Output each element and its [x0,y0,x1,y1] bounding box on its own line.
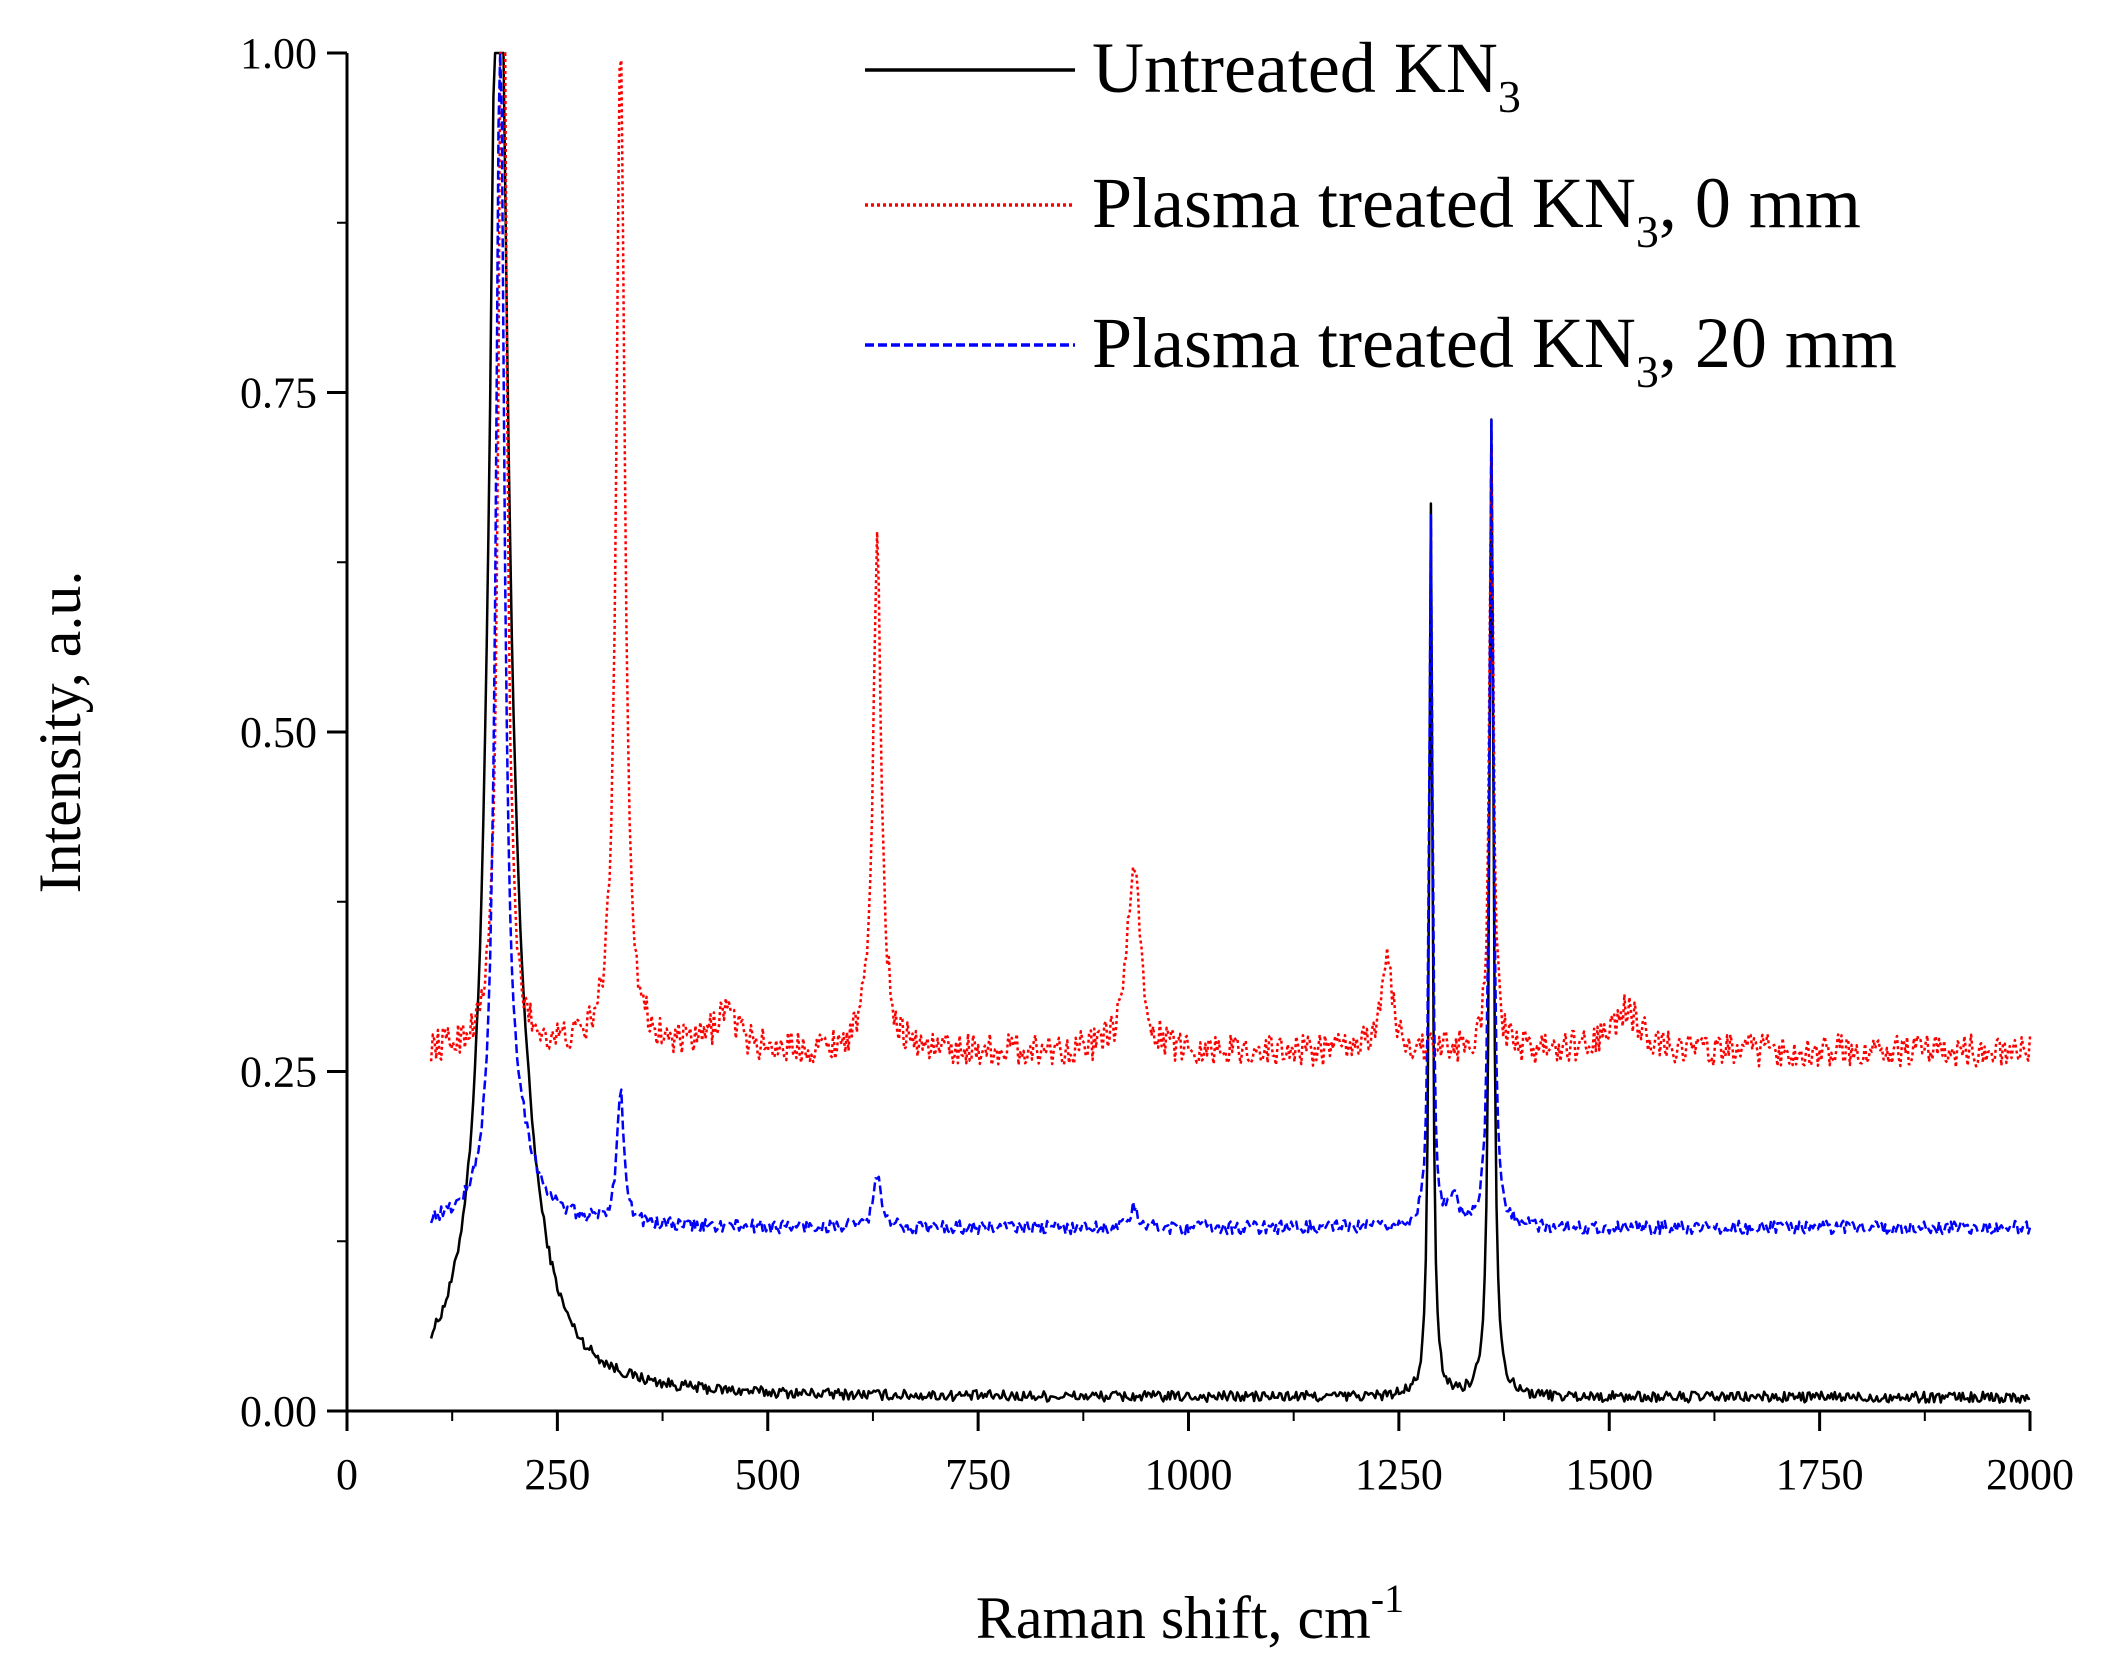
x-axis-title-superscript: -1 [1371,1576,1404,1621]
x-axis-title: Raman shift, cm-1 [976,1576,1404,1651]
x-tick-label: 750 [945,1450,1011,1499]
x-tick-label: 500 [735,1450,801,1499]
legend-label-suffix: , 0 mm [1659,163,1861,243]
y-tick-label: 0.50 [240,708,317,757]
legend-label-name: Untreated KN [1092,28,1498,108]
series-line [429,51,2031,1404]
y-tick-label: 1.00 [240,29,317,78]
y-axis-title: Intensity, a.u. [27,571,93,894]
legend-label-name: Plasma treated KN [1092,303,1636,383]
x-tick-label: 0 [336,1450,358,1499]
legend-label: Untreated KN3 [1092,28,1521,122]
y-tick-label: 0.25 [240,1048,317,1097]
legend-label-name: Plasma treated KN [1092,163,1636,243]
series-line [429,51,2032,1236]
x-tick-label: 1000 [1145,1450,1233,1499]
y-tick-label: 0.00 [240,1387,317,1436]
legend-label-subscript: 3 [1636,346,1659,397]
x-ticks: 0 250 500 750 1000 1250 1500 1750 2000 [336,1411,2074,1499]
x-tick-label: 1500 [1565,1450,1653,1499]
x-tick-label: 2000 [1986,1450,2074,1499]
x-axis-title-main: Raman shift, cm [976,1585,1371,1651]
x-tick-label: 1250 [1355,1450,1443,1499]
series-line [429,51,2032,1069]
legend-label: Plasma treated KN3, 20 mm [1092,303,1897,397]
y-tick-label: 0.75 [240,369,317,418]
x-tick-label: 250 [524,1450,590,1499]
series-layer [429,51,2032,1404]
legend-label: Plasma treated KN3, 0 mm [1092,163,1861,257]
legend-label-subscript: 3 [1498,71,1521,122]
legend-label-suffix: , 20 mm [1659,303,1897,383]
x-tick-label: 1750 [1776,1450,1864,1499]
legend-label-subscript: 3 [1636,206,1659,257]
y-ticks: 0.00 0.25 0.50 0.75 1.00 [240,29,347,1436]
